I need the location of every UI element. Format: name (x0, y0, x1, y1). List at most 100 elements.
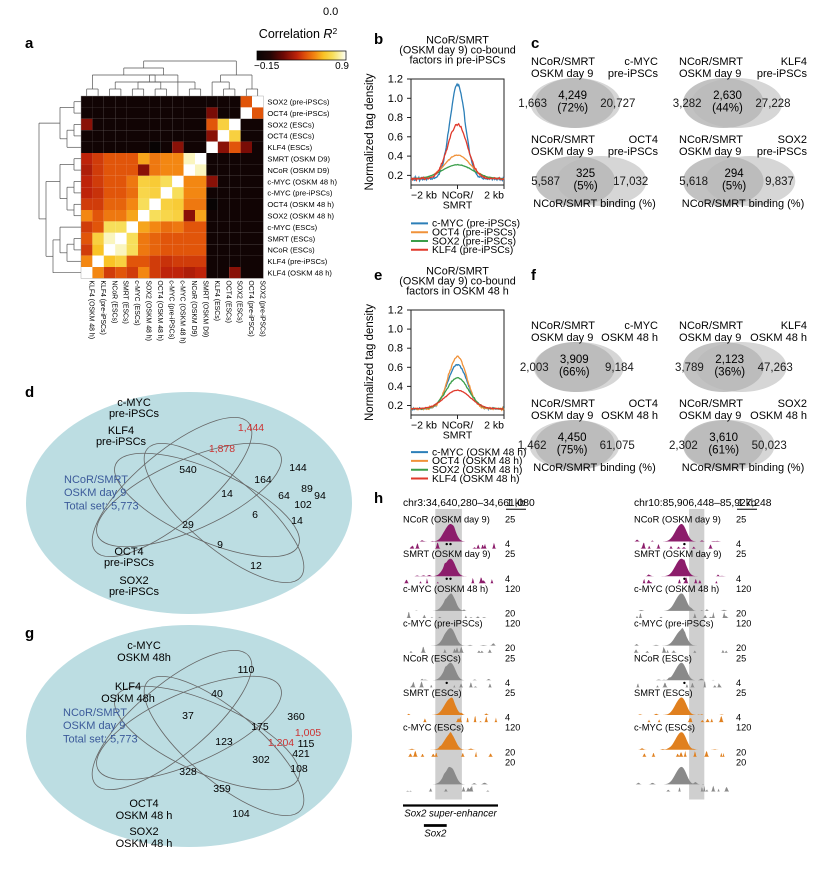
svg-text:SMRT (OSKM day 9): SMRT (OSKM day 9) (403, 549, 490, 559)
svg-text:Sox2 super-enhancer: Sox2 super-enhancer (404, 809, 497, 820)
svg-text:OCT4: OCT4 (629, 134, 658, 146)
svg-text:294: 294 (725, 168, 745, 180)
svg-text:4: 4 (505, 574, 510, 584)
svg-text:OSKM 48 h: OSKM 48 h (601, 410, 658, 422)
svg-text:0.4: 0.4 (388, 151, 403, 163)
svg-text:OSKM 48 h: OSKM 48 h (601, 332, 658, 344)
svg-text:OSKM day 9: OSKM day 9 (679, 146, 741, 158)
svg-text:OSKM day 9: OSKM day 9 (531, 146, 593, 158)
svg-text:5,618: 5,618 (679, 176, 708, 188)
svg-text:29: 29 (182, 519, 194, 531)
svg-text:OCT4 (OSKM 48 h): OCT4 (OSKM 48 h) (267, 200, 334, 209)
svg-text:0.9: 0.9 (335, 61, 349, 72)
svg-text:OSKM day 9: OSKM day 9 (679, 410, 741, 422)
svg-text:SOX2 (ESCs): SOX2 (ESCs) (267, 120, 314, 129)
svg-text:(44%): (44%) (712, 103, 743, 115)
svg-text:25: 25 (505, 653, 515, 663)
svg-text:94: 94 (314, 490, 326, 502)
svg-text:25: 25 (505, 688, 515, 698)
svg-text:b: b (374, 31, 383, 48)
svg-text:NCoR/SMRT: NCoR/SMRT (531, 398, 595, 410)
svg-text:20: 20 (736, 757, 746, 767)
svg-text:KLF4 (ESCs): KLF4 (ESCs) (267, 143, 312, 152)
svg-text:c-MYC (pre-iPSCs): c-MYC (pre-iPSCs) (167, 280, 174, 339)
svg-text:OSKM day 9: OSKM day 9 (63, 720, 125, 732)
svg-text:(61%): (61%) (708, 445, 739, 457)
svg-text:c-MYC (ESCs): c-MYC (ESCs) (634, 723, 695, 733)
svg-text:OCT4 (ESCs): OCT4 (ESCs) (224, 280, 231, 322)
svg-text:175: 175 (251, 721, 269, 733)
svg-text:OCT4 (pre-iPSCs): OCT4 (pre-iPSCs) (247, 280, 254, 336)
svg-text:−2 kb: −2 kb (411, 420, 437, 432)
svg-text:302: 302 (252, 754, 270, 766)
svg-text:SOX2 (ESCs): SOX2 (ESCs) (236, 280, 243, 323)
svg-text:OSKM 48 h: OSKM 48 h (750, 332, 807, 344)
svg-text:KLF4 (pre-iPSCs): KLF4 (pre-iPSCs) (99, 280, 106, 334)
svg-text:25: 25 (736, 653, 746, 663)
svg-text:NCoR/SMRT: NCoR/SMRT (679, 320, 743, 332)
svg-text:KLF4 (OSKM 48 h): KLF4 (OSKM 48 h) (88, 280, 95, 339)
svg-text:KLF4: KLF4 (115, 681, 141, 693)
svg-text:NCoR/SMRT binding (%): NCoR/SMRT binding (%) (682, 462, 804, 474)
svg-text:25: 25 (505, 549, 515, 559)
svg-text:SMRT (OSKM D9): SMRT (OSKM D9) (267, 155, 330, 164)
svg-text:359: 359 (213, 783, 231, 795)
svg-text:328: 328 (179, 766, 197, 778)
svg-text:KLF4 (OSKM 48 h): KLF4 (OSKM 48 h) (432, 474, 520, 485)
svg-text:NCoR (ESCs): NCoR (ESCs) (634, 653, 692, 663)
svg-text:−0.15: −0.15 (254, 61, 280, 72)
svg-text:20: 20 (736, 643, 746, 653)
svg-text:Normalized tag density: Normalized tag density (364, 73, 376, 190)
svg-text:−2 kb: −2 kb (411, 190, 437, 202)
svg-text:40: 40 (211, 688, 223, 700)
svg-text:NCoR/SMRT: NCoR/SMRT (531, 134, 595, 146)
svg-text:pre-iPSCs: pre-iPSCs (104, 557, 155, 569)
svg-text:2,123: 2,123 (715, 354, 744, 366)
svg-text:25: 25 (736, 688, 746, 698)
svg-text:NCoR (OSKM day 9): NCoR (OSKM day 9) (403, 515, 490, 525)
svg-text:1 kb: 1 kb (507, 498, 526, 509)
svg-text:c-MYC (ESCs): c-MYC (ESCs) (267, 223, 317, 232)
svg-text:164: 164 (254, 474, 272, 486)
svg-text:KLF4 (ESCs): KLF4 (ESCs) (213, 280, 220, 321)
svg-text:c-MYC (pre-iPSCs): c-MYC (pre-iPSCs) (634, 619, 714, 629)
svg-text:0.2: 0.2 (388, 400, 403, 412)
svg-text:120: 120 (736, 723, 751, 733)
svg-text:102: 102 (294, 499, 312, 511)
svg-text:1.2: 1.2 (388, 74, 403, 86)
svg-text:OCT4 (ESCs): OCT4 (ESCs) (267, 132, 314, 141)
svg-text:(5%): (5%) (573, 181, 597, 193)
svg-text:2,003: 2,003 (520, 362, 549, 374)
svg-text:NCoR (OSKM D9): NCoR (OSKM D9) (267, 166, 329, 175)
svg-text:KLF4: KLF4 (781, 320, 807, 332)
svg-text:NCoR/SMRT binding (%): NCoR/SMRT binding (%) (533, 462, 655, 474)
svg-text:61,075: 61,075 (600, 440, 635, 452)
svg-text:4: 4 (736, 713, 741, 723)
svg-text:KLF4: KLF4 (781, 56, 807, 68)
svg-text:6: 6 (252, 509, 258, 521)
svg-text:(72%): (72%) (557, 103, 588, 115)
svg-text:pre-iPSCs: pre-iPSCs (109, 408, 160, 420)
svg-text:NCoR/SMRT: NCoR/SMRT (63, 707, 127, 719)
svg-text:OSKM day 9: OSKM day 9 (64, 487, 126, 499)
svg-text:27,228: 27,228 (755, 98, 790, 110)
svg-text:(36%): (36%) (714, 367, 745, 379)
svg-text:e: e (374, 267, 382, 284)
svg-text:104: 104 (232, 808, 250, 820)
svg-text:20: 20 (736, 609, 746, 619)
svg-text:pre-iPSCs: pre-iPSCs (109, 586, 160, 598)
svg-text:NCoR (OSKM day 9): NCoR (OSKM day 9) (634, 515, 721, 525)
svg-text:0.6: 0.6 (388, 131, 403, 143)
svg-text:(66%): (66%) (559, 367, 590, 379)
svg-text:c-MYC (pre-iPSCs): c-MYC (pre-iPSCs) (267, 189, 332, 198)
svg-text:17,032: 17,032 (613, 176, 648, 188)
svg-text:NCoR/SMRT: NCoR/SMRT (531, 320, 595, 332)
svg-text:4: 4 (736, 678, 741, 688)
svg-text:NCoR/SMRT: NCoR/SMRT (531, 56, 595, 68)
svg-text:OSKM 48 h: OSKM 48 h (116, 838, 173, 850)
svg-text:pre-iPSCs: pre-iPSCs (608, 68, 659, 80)
svg-text:(75%): (75%) (557, 445, 588, 457)
svg-text:1,204: 1,204 (268, 737, 294, 749)
svg-text:4: 4 (736, 574, 741, 584)
svg-text:9,184: 9,184 (605, 362, 634, 374)
